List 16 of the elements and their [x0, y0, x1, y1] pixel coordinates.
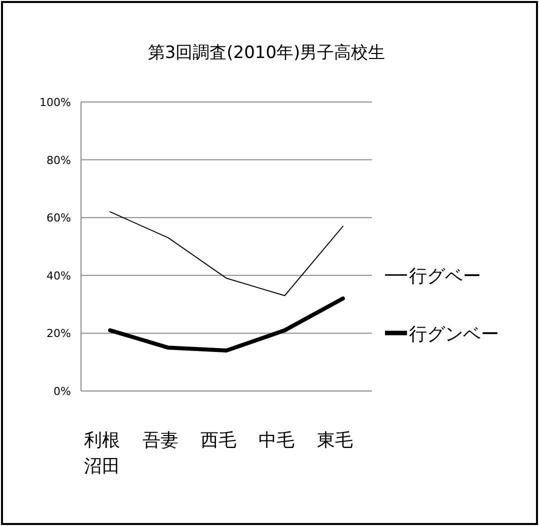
- legend-label: 行グベー: [409, 266, 481, 287]
- line-series: [108, 296, 345, 353]
- x-tick-label: 吾妻: [142, 430, 178, 451]
- x-tick-label: 利根沼田: [84, 430, 120, 477]
- y-tick-label: 80%: [46, 154, 71, 167]
- line-series: [110, 211, 344, 296]
- x-tick-label: 東毛: [316, 430, 353, 451]
- legend-label: 行グンベー: [409, 324, 499, 345]
- y-tick-label: 60%: [46, 212, 71, 225]
- x-tick-label: 西毛: [200, 430, 236, 451]
- chart-title: 第3回調査(2010年)男子高校生: [148, 43, 386, 63]
- y-tick-label: 0%: [54, 385, 71, 398]
- y-tick-label: 100%: [40, 96, 71, 109]
- y-tick-label: 40%: [46, 269, 71, 282]
- y-tick-label: 20%: [46, 327, 71, 340]
- x-tick-label: 中毛: [258, 430, 295, 451]
